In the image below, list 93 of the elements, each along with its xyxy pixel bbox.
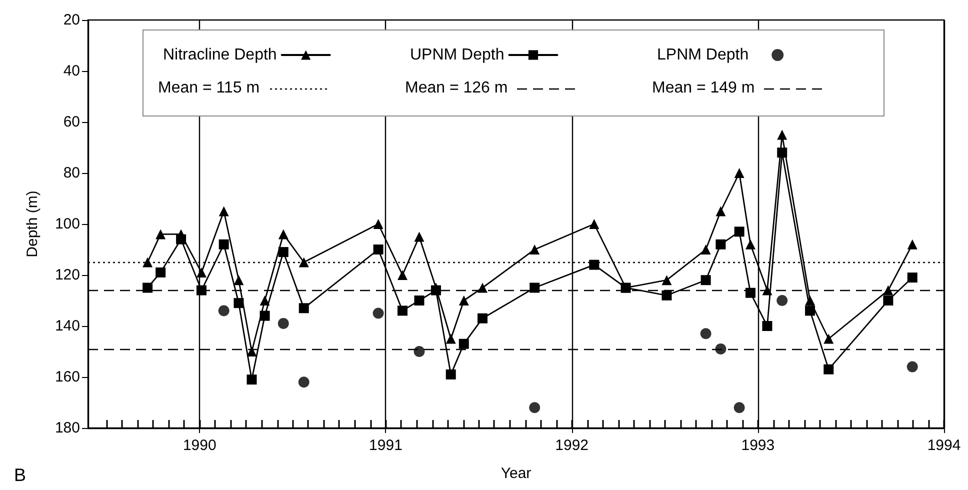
x-tick-label: 1992 [555,437,589,454]
point [907,272,918,283]
point [156,267,166,278]
point [218,239,229,250]
point [458,338,469,349]
point [234,275,244,286]
y-tick-label: 160 [54,368,80,386]
point [142,257,153,268]
point [662,275,672,286]
x-tick-label: 1993 [741,437,775,454]
point [414,296,424,306]
point [589,260,600,270]
point [430,285,441,296]
point [530,244,540,254]
legend-label: Nitracline Depth [163,46,277,64]
point [620,282,631,293]
point [218,206,229,216]
point [142,282,153,293]
point [176,234,186,244]
point [907,239,918,250]
legend-label: LPNM Depth [657,46,749,64]
x-tick-label: 1990 [182,437,216,454]
point [883,285,894,296]
point [906,361,918,372]
point [156,229,166,240]
point [529,402,540,414]
point [246,346,257,356]
y-tick-label: 120 [54,266,80,284]
point [805,306,816,316]
x-tick-label: 1994 [927,437,961,454]
y-tick-label: 140 [54,318,80,334]
point [218,305,230,316]
y-tick-label: 40 [63,62,80,80]
point [805,296,816,306]
point [414,232,424,242]
point [260,296,270,306]
point [777,130,788,140]
point [260,310,270,321]
x-tick-label: 1991 [369,437,402,454]
point [372,308,384,319]
point [373,219,384,229]
point [196,285,207,296]
point [762,321,772,331]
point [196,267,207,278]
point [589,219,600,229]
legend-label: Mean = 149 m [652,80,755,96]
y-tick-label: 20 [63,12,80,28]
point [397,270,408,280]
point [662,290,672,300]
y-axis-title: Depth (m) [24,190,41,258]
point [777,148,788,158]
legend-label: UPNM Depth [410,46,504,64]
point [824,364,834,374]
point [716,239,726,250]
x-axis-title: Year [500,465,532,482]
legend-label: Mean = 126 m [405,80,508,96]
point [458,296,469,306]
point [278,247,288,258]
point [478,282,488,293]
point [762,285,772,296]
point [298,303,309,314]
point [824,334,834,344]
point [734,168,744,178]
point [278,229,288,240]
point [883,296,894,306]
point [234,298,244,308]
point [745,239,756,250]
text: B [14,465,26,485]
point [734,402,745,414]
point [446,334,456,344]
point [298,257,309,268]
point [716,206,726,216]
point [715,343,726,354]
point [414,346,425,357]
point [446,369,456,380]
y-tick-label: 80 [63,164,80,182]
point [373,244,384,254]
y-tick-label: 100 [54,216,80,232]
point [478,313,488,324]
point [700,244,711,254]
y-tick-label: 60 [63,114,80,130]
point [700,275,711,286]
point [397,306,408,316]
point [298,376,310,388]
legend-label: Mean = 115 m [158,80,260,96]
point [745,288,756,298]
point [530,282,540,293]
point [734,226,744,237]
point [776,295,788,306]
point [700,328,712,340]
point [246,374,257,385]
y-tick-label: 180 [54,420,80,436]
point [278,318,289,329]
